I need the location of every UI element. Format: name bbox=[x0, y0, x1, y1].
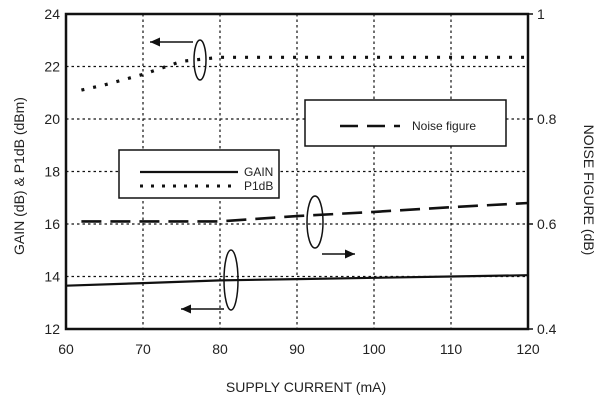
series-line-p1db bbox=[81, 55, 528, 92]
x-tick-label: 90 bbox=[289, 341, 305, 357]
tick-labels: 60 70 80 90 100 110 120 12 14 16 18 20 22 24 0.4 0.6 0.8… bbox=[44, 6, 556, 357]
gain-left-axis-arrow-head bbox=[181, 304, 191, 314]
noise-figure-right-axis-arrow bbox=[322, 249, 355, 259]
noise-figure-right-axis-arrow-head bbox=[345, 249, 355, 259]
x-tick-label: 80 bbox=[212, 341, 228, 357]
x-tick-label: 120 bbox=[516, 341, 540, 357]
series-line-noise-figure bbox=[81, 201, 529, 223]
y-right-tick-label: 0.4 bbox=[537, 321, 557, 337]
annotations bbox=[150, 37, 355, 314]
legend-noise-figure-box bbox=[304, 99, 507, 147]
y-left-tick-label: 12 bbox=[44, 321, 60, 337]
p1db-axis-ellipse bbox=[193, 39, 207, 81]
gain-left-axis-arrow bbox=[181, 304, 224, 314]
legend-noise-figure: Noise figure bbox=[304, 99, 507, 147]
y-left-tick-label: 16 bbox=[44, 216, 60, 232]
legend-noise-figure-label: Noise figure bbox=[412, 119, 476, 133]
y-left-tick-label: 24 bbox=[44, 6, 60, 22]
legend-p1db-label: P1dB bbox=[244, 179, 273, 193]
gain-axis-ellipse bbox=[223, 249, 239, 311]
p1db-left-axis-arrow bbox=[150, 37, 193, 47]
y-left-axis-label: GAIN (dB) & P1dB (dBm) bbox=[11, 97, 27, 255]
y-left-tick-label: 20 bbox=[44, 111, 60, 127]
y-left-tick-label: 22 bbox=[44, 59, 60, 75]
y-right-tick-label: 1 bbox=[537, 6, 545, 22]
x-tick-label: 100 bbox=[362, 341, 386, 357]
y-left-tick-label: 18 bbox=[44, 164, 60, 180]
x-tick-label: 60 bbox=[58, 341, 74, 357]
y-right-tick-label: 0.8 bbox=[537, 111, 557, 127]
plot-frame bbox=[64, 12, 530, 331]
series-group bbox=[65, 55, 529, 287]
series-line-gain bbox=[65, 274, 529, 287]
legend-gain-p1db: GAIN P1dB bbox=[118, 149, 280, 199]
x-tick-label: 110 bbox=[440, 341, 463, 357]
x-tick-label: 70 bbox=[135, 341, 151, 357]
p1db-left-axis-arrow-head bbox=[150, 37, 160, 47]
y-right-axis-label: NOISE FIGURE (dB) bbox=[581, 125, 597, 256]
noise-figure-axis-ellipse bbox=[306, 195, 324, 249]
legend-gain-label: GAIN bbox=[244, 165, 273, 179]
y-right-tick-label: 0.6 bbox=[537, 216, 557, 232]
legend-gain-p1db-box bbox=[118, 149, 280, 199]
y-left-tick-label: 14 bbox=[44, 269, 60, 285]
x-axis-label: SUPPLY CURRENT (mA) bbox=[226, 379, 386, 395]
